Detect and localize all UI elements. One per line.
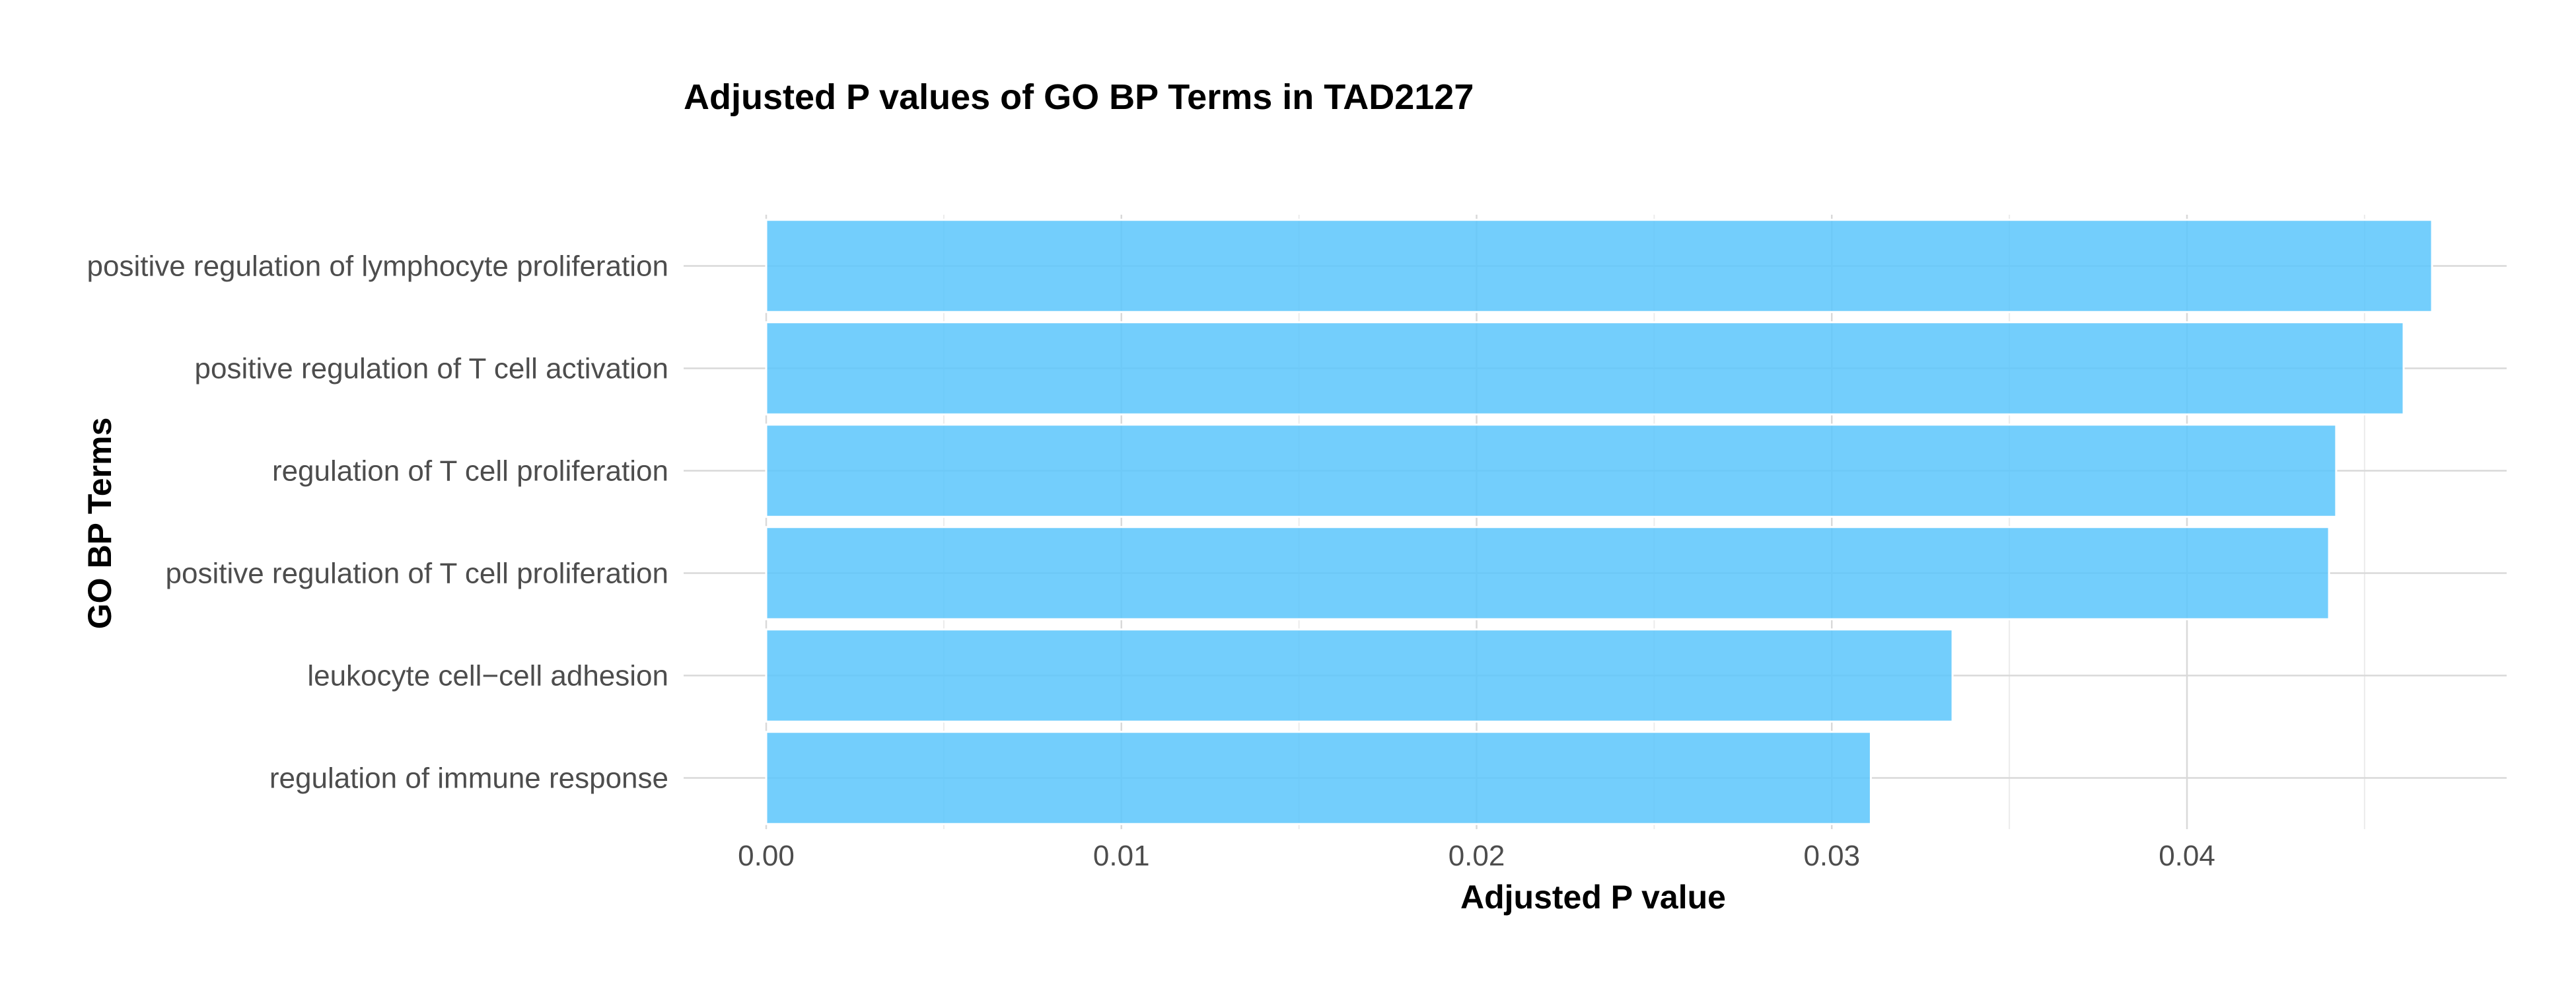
y-tick-label: positive regulation of T cell proliferat… bbox=[166, 558, 668, 590]
x-tick-label: 0.00 bbox=[738, 840, 795, 872]
y-tick-label: regulation of T cell proliferation bbox=[272, 455, 668, 488]
bars bbox=[765, 219, 2433, 825]
x-tick-label: 0.01 bbox=[1093, 840, 1150, 872]
bar bbox=[765, 219, 2433, 313]
y-tick-label: positive regulation of lymphocyte prolif… bbox=[87, 250, 668, 283]
y-tick-label: positive regulation of T cell activation bbox=[195, 353, 668, 385]
y-tick-label: leukocyte cell−cell adhesion bbox=[307, 660, 668, 692]
x-tick-label: 0.03 bbox=[1803, 840, 1860, 872]
y-axis-title: GO BP Terms bbox=[81, 418, 118, 629]
x-tick-label: 0.04 bbox=[2159, 840, 2215, 872]
x-tick-label: 0.02 bbox=[1449, 840, 1505, 872]
x-tick-labels: 0.00 0.01 0.02 0.03 0.04 bbox=[738, 840, 2215, 872]
chart-title: Adjusted P values of GO BP Terms in TAD2… bbox=[684, 77, 1474, 117]
bar bbox=[765, 731, 1872, 825]
y-tick-labels: positive regulation of lymphocyte prolif… bbox=[87, 250, 668, 795]
bar bbox=[765, 423, 2338, 518]
bar bbox=[765, 628, 1954, 723]
bar bbox=[765, 526, 2330, 620]
x-axis-title: Adjusted P value bbox=[1460, 879, 1726, 916]
bar bbox=[765, 321, 2405, 416]
y-tick-label: regulation of immune response bbox=[269, 762, 668, 795]
